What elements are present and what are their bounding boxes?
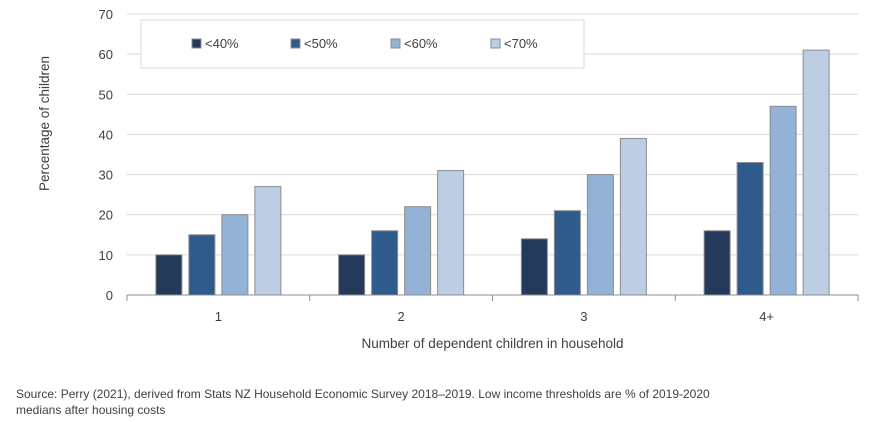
bar bbox=[769, 105, 797, 296]
legend-label: <50% bbox=[304, 36, 338, 51]
bar bbox=[802, 49, 830, 296]
y-axis-title: Percentage of children bbox=[37, 56, 52, 191]
y-tick-label: 0 bbox=[106, 288, 113, 303]
bar bbox=[155, 254, 183, 296]
legend-swatch bbox=[490, 38, 501, 49]
x-tick-label: 1 bbox=[215, 309, 222, 324]
legend-label: <70% bbox=[504, 36, 538, 51]
y-tick-label: 20 bbox=[99, 208, 113, 223]
y-tick-label: 40 bbox=[99, 127, 113, 142]
x-tick-label: 3 bbox=[580, 309, 587, 324]
legend-box bbox=[140, 19, 585, 69]
legend-label: <60% bbox=[404, 36, 438, 51]
bar bbox=[404, 206, 432, 296]
bar bbox=[188, 234, 216, 296]
x-tick-labels: 1 2 3 4+ bbox=[126, 295, 859, 324]
source-note: Source: Perry (2021), derived from Stats… bbox=[16, 387, 710, 417]
bar bbox=[338, 254, 366, 296]
x-axis-title: Number of dependent children in househol… bbox=[362, 336, 624, 351]
y-tick-label: 60 bbox=[99, 47, 113, 62]
bar-chart: 0 10 20 30 40 50 60 70 1 2 3 4+ Percentage of chil… bbox=[37, 7, 859, 351]
y-tick-label: 30 bbox=[99, 168, 113, 183]
legend: <40% <50% <60% <70% bbox=[140, 19, 585, 69]
y-tick-label: 50 bbox=[99, 87, 113, 102]
bar bbox=[254, 186, 282, 296]
bar bbox=[586, 174, 614, 296]
legend-swatch bbox=[390, 38, 401, 49]
bars bbox=[155, 49, 830, 296]
bar bbox=[619, 137, 647, 296]
bar bbox=[437, 170, 465, 296]
bar bbox=[520, 238, 548, 296]
y-tick-label: 10 bbox=[99, 248, 113, 263]
legend-label: <40% bbox=[205, 36, 239, 51]
x-tick-label: 4+ bbox=[759, 309, 774, 324]
bar bbox=[221, 214, 249, 296]
bar bbox=[371, 230, 399, 296]
legend-swatch bbox=[191, 38, 202, 49]
y-tick-label: 70 bbox=[99, 7, 113, 22]
y-tick-labels: 0 10 20 30 40 50 60 70 bbox=[99, 7, 113, 303]
bar bbox=[736, 162, 764, 296]
bar bbox=[703, 230, 731, 296]
legend-swatch bbox=[290, 38, 301, 49]
x-tick-label: 2 bbox=[398, 309, 405, 324]
bar bbox=[553, 210, 581, 296]
